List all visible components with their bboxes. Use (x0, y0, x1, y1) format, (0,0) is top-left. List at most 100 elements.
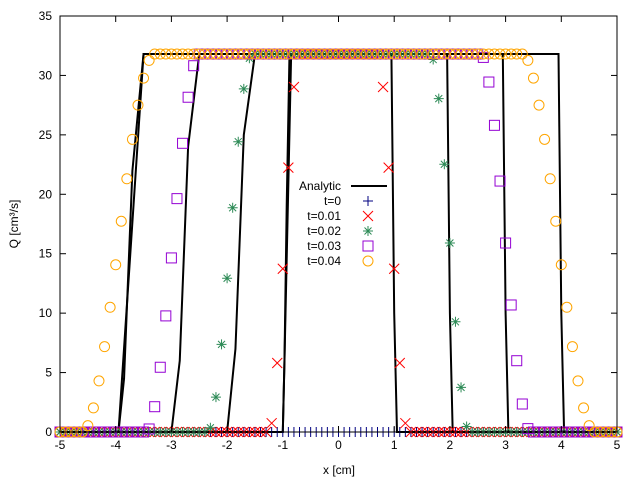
data-point (372, 49, 383, 60)
marker-star (322, 49, 333, 60)
marker-square (160, 310, 172, 322)
data-point (160, 310, 172, 322)
marker-circle (555, 259, 567, 271)
data-point (394, 48, 406, 60)
data-point (488, 48, 500, 60)
marker-circle (344, 48, 356, 60)
marker-square (516, 398, 528, 410)
marker-star (333, 49, 344, 60)
marker-circle (488, 48, 500, 60)
data-point (115, 215, 127, 227)
data-point (450, 316, 461, 327)
marker-star (227, 202, 238, 213)
data-point (433, 48, 445, 60)
marker-circle (115, 215, 127, 227)
marker-circle (494, 48, 506, 60)
x-tick-label: -3 (166, 438, 177, 452)
marker-circle (104, 301, 116, 313)
data-point (138, 72, 150, 84)
marker-star (433, 93, 444, 104)
marker-circle (466, 48, 478, 60)
marker-circle (327, 48, 339, 60)
data-point (533, 99, 545, 111)
marker-star (411, 49, 422, 60)
x-tick-label: 3 (502, 438, 509, 452)
data-point (427, 48, 439, 60)
data-point (321, 48, 333, 60)
marker-circle (338, 48, 350, 60)
data-point (305, 49, 316, 60)
marker-star (383, 49, 394, 60)
marker-star (450, 316, 461, 327)
marker-star (363, 226, 373, 236)
data-point (243, 48, 255, 60)
data-point (216, 48, 228, 60)
marker-circle (171, 48, 183, 60)
marker-circle (360, 48, 372, 60)
x-tick-label: -2 (222, 438, 233, 452)
marker-circle (433, 48, 445, 60)
data-point (449, 48, 461, 60)
data-point (266, 417, 278, 429)
marker-circle (416, 48, 428, 60)
data-point (177, 137, 189, 149)
analytic-line (117, 53, 566, 433)
marker-circle (154, 48, 166, 60)
data-point (322, 49, 333, 60)
data-point (539, 133, 551, 145)
marker-circle (82, 420, 94, 432)
marker-circle (316, 48, 328, 60)
marker-star (294, 49, 305, 60)
marker-circle (362, 255, 374, 267)
data-point (104, 301, 116, 313)
data-point (143, 423, 155, 435)
data-point (461, 48, 473, 60)
data-point (82, 420, 94, 432)
data-point (466, 48, 478, 60)
data-point (277, 263, 289, 275)
legend-label: t=0.03 (307, 239, 341, 253)
marker-circle (527, 72, 539, 84)
y-tick-label: 10 (39, 306, 53, 320)
marker-star (389, 49, 400, 60)
marker-star (272, 49, 283, 60)
marker-star (350, 49, 361, 60)
data-point (188, 60, 200, 72)
data-point (182, 48, 194, 60)
data-point (210, 48, 222, 60)
marker-square (511, 355, 523, 367)
marker-circle (544, 173, 556, 185)
marker-circle (121, 173, 133, 185)
data-point (383, 49, 394, 60)
data-point (249, 48, 261, 60)
data-point (555, 259, 567, 271)
marker-circle (243, 48, 255, 60)
data-point (233, 136, 244, 147)
marker-star (261, 49, 272, 60)
data-point (399, 48, 411, 60)
legend-label: t=0.04 (307, 254, 341, 268)
legend-label: t=0.02 (307, 224, 341, 238)
marker-square (154, 361, 166, 373)
marker-circle (238, 48, 250, 60)
marker-circle (483, 48, 495, 60)
marker-cross (377, 81, 389, 93)
marker-star (305, 49, 316, 60)
data-point (238, 48, 250, 60)
data-point (494, 175, 506, 187)
marker-circle (232, 48, 244, 60)
marker-circle (472, 48, 484, 60)
data-point (126, 133, 138, 145)
data-point (261, 49, 272, 60)
data-point (472, 48, 484, 60)
data-point (433, 93, 444, 104)
data-point (416, 48, 428, 60)
data-point (222, 273, 233, 284)
x-tick-label: 4 (558, 438, 565, 452)
marker-circle (165, 48, 177, 60)
marker-circle (260, 48, 272, 60)
y-tick-label: 25 (39, 128, 53, 142)
data-point (199, 48, 211, 60)
data-point (355, 49, 366, 60)
marker-circle (566, 341, 578, 353)
